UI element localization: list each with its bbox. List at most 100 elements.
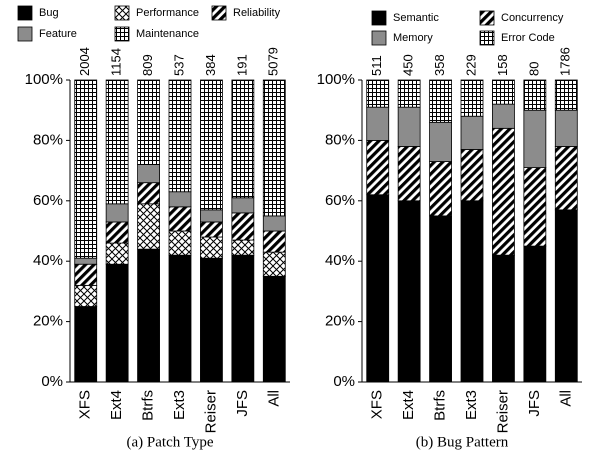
x-tick-label: XFS xyxy=(77,390,94,419)
legend-swatch xyxy=(17,5,33,21)
legend-label: Reliability xyxy=(233,7,281,19)
caption: (b) Bug Pattern xyxy=(416,434,509,450)
legend-label: Maintenance xyxy=(136,28,199,40)
bar-segment xyxy=(460,79,484,117)
x-tick-label: Btrfs xyxy=(432,390,449,421)
y-tick-label: 20% xyxy=(325,313,355,330)
legend-label: Feature xyxy=(39,28,77,40)
bar-segment xyxy=(262,275,286,383)
bar-segment xyxy=(262,251,286,277)
x-tick-label: Reiser xyxy=(202,390,219,433)
y-tick-label: 0% xyxy=(41,373,63,390)
bar-segment xyxy=(429,121,452,162)
bar-segment xyxy=(137,203,160,250)
bar-segment xyxy=(397,200,421,383)
bar-segment xyxy=(168,254,192,383)
bar-segment xyxy=(137,248,160,383)
y-tick-label: 100% xyxy=(317,71,355,88)
legend-label: Performance xyxy=(136,7,199,19)
bar-segment xyxy=(554,109,578,147)
bar-segment xyxy=(554,209,578,383)
bar-segment xyxy=(200,257,223,383)
bar-total: 191 xyxy=(234,54,249,76)
legend-swatch xyxy=(479,30,495,46)
bar-segment xyxy=(262,79,286,217)
x-tick-label: All xyxy=(557,390,574,407)
x-tick-label: Btrfs xyxy=(140,390,157,421)
bar-segment xyxy=(74,284,98,307)
bar-total: 358 xyxy=(432,54,447,76)
bar-segment xyxy=(554,79,578,111)
legend-swatch xyxy=(479,10,495,26)
bar-segment xyxy=(554,146,578,211)
x-tick-label: Ext4 xyxy=(400,390,417,420)
legend-label: Memory xyxy=(393,32,433,44)
legend-label: Concurrency xyxy=(501,12,564,24)
x-tick-label: Ext4 xyxy=(108,390,125,420)
bar-segment xyxy=(366,139,390,196)
bar-segment xyxy=(137,182,160,205)
y-tick-label: 80% xyxy=(33,131,63,148)
bar-segment xyxy=(397,146,421,202)
bar-segment xyxy=(429,79,452,123)
bar-segment xyxy=(366,106,390,141)
bar-segment xyxy=(200,209,223,223)
bar-total: 5079 xyxy=(266,47,281,76)
x-tick-label: Ext3 xyxy=(171,390,188,420)
bar-segment xyxy=(74,79,98,259)
bar-total: 1154 xyxy=(109,48,124,76)
bar-segment xyxy=(200,221,223,238)
bar-segment xyxy=(492,254,515,383)
x-tick-label: JFS xyxy=(526,390,543,417)
bar-segment xyxy=(492,103,515,129)
bar-segment xyxy=(105,79,129,205)
bar-segment xyxy=(366,194,390,383)
bar-segment xyxy=(366,79,390,108)
x-tick-label: All xyxy=(265,390,282,407)
bar-segment xyxy=(460,115,484,150)
y-tick-label: 100% xyxy=(25,71,63,88)
legend-swatch xyxy=(114,5,130,21)
bar-segment xyxy=(523,245,547,383)
y-tick-label: 40% xyxy=(325,252,355,269)
bar-segment xyxy=(231,197,255,214)
legend-label: Semantic xyxy=(393,12,439,24)
bar-segment xyxy=(231,212,255,241)
x-tick-label: XFS xyxy=(369,390,386,419)
bar-segment xyxy=(168,206,192,232)
bar-total: 809 xyxy=(140,54,155,76)
bar-segment xyxy=(168,230,192,256)
bar-segment xyxy=(137,79,160,165)
bar-total: 511 xyxy=(369,55,384,76)
bar-segment xyxy=(168,191,192,208)
legend-swatch xyxy=(371,30,387,46)
bar-segment xyxy=(492,79,515,105)
legend-swatch xyxy=(211,5,227,21)
bar-total: 229 xyxy=(463,54,478,76)
y-tick-label: 20% xyxy=(33,313,63,330)
bar-segment xyxy=(105,242,129,265)
bar-segment xyxy=(137,164,160,184)
bar-segment xyxy=(262,230,286,253)
legend-swatch xyxy=(114,26,130,42)
y-tick-label: 60% xyxy=(33,192,63,209)
bar-total: 80 xyxy=(526,62,541,76)
bar-segment xyxy=(523,79,547,111)
x-tick-label: JFS xyxy=(234,390,251,417)
bar-segment xyxy=(397,79,421,108)
bar-total: 384 xyxy=(203,54,218,76)
bar-total: 158 xyxy=(495,54,510,76)
bar-segment xyxy=(231,239,255,256)
bar-segment xyxy=(262,215,286,232)
legend-label: Error Code xyxy=(501,32,555,44)
bar-segment xyxy=(523,167,547,247)
bar-segment xyxy=(397,106,421,147)
bar-segment xyxy=(74,263,98,286)
bar-total: 2004 xyxy=(77,47,92,76)
bar-segment xyxy=(429,161,452,217)
x-tick-label: Reiser xyxy=(494,390,511,433)
bar-total: 450 xyxy=(401,54,416,76)
bar-segment xyxy=(460,200,484,383)
